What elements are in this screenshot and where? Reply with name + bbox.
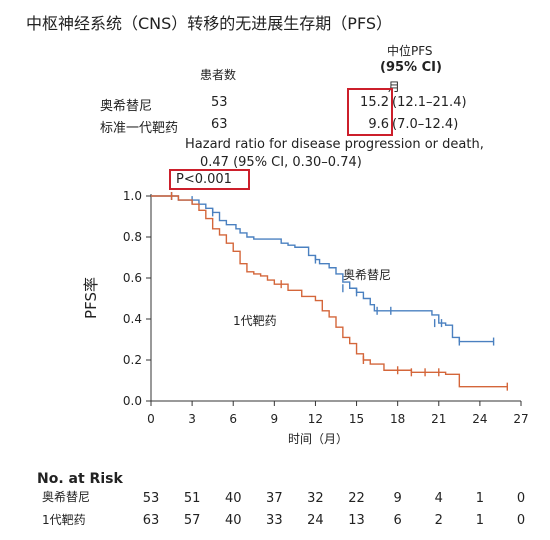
risk-value: 0	[516, 513, 526, 528]
summary-ci-first-gen: (7.0–12.4)	[392, 117, 459, 132]
risk-value: 33	[266, 513, 283, 528]
summary-n-first-gen: 63	[211, 117, 228, 132]
risk-value: 53	[142, 491, 160, 506]
risk-table-header: No. at Risk	[37, 471, 123, 487]
summary-median-first-gen: 9.6	[368, 117, 389, 132]
km-curve-osimertinib	[151, 195, 494, 343]
y-axis-label: PFS率	[82, 277, 100, 319]
y-tick-label: 0.2	[123, 353, 142, 367]
summary-ci-osimertinib: (12.1–21.4)	[392, 95, 467, 110]
risk-label-osimertinib: 奥希替尼	[42, 490, 91, 504]
page-title: 中枢神经系统（CNS）转移的无进展生存期（PFS）	[26, 14, 393, 33]
chart-axes: 0 3 6 9 12 15 18 21 24 27 0.0 0.2 0.4 0.6 0.8 1.0	[123, 189, 529, 426]
risk-value: 0	[516, 491, 526, 506]
x-tick-label: 15	[349, 412, 364, 426]
x-tick-label: 0	[147, 412, 155, 426]
risk-value: 51	[183, 491, 201, 506]
risk-value: 1	[475, 513, 485, 528]
y-tick-label: 0.0	[123, 394, 142, 408]
risk-value: 6	[393, 513, 402, 528]
y-tick-label: 0.6	[123, 271, 142, 285]
risk-value: 9	[393, 491, 402, 506]
risk-value: 1	[475, 491, 485, 506]
risk-value: 4	[434, 491, 443, 506]
p-value: P<0.001	[176, 172, 232, 187]
risk-value: 63	[142, 513, 160, 528]
x-tick-label: 24	[472, 412, 487, 426]
patients-header: 患者数	[200, 68, 237, 82]
hazard-ratio-line1: Hazard ratio for disease progression or …	[185, 137, 484, 152]
median-pfs-header: 中位PFS	[387, 44, 433, 58]
hazard-ratio-line2: 0.47 (95% CI, 0.30–0.74)	[200, 155, 362, 170]
x-tick-label: 27	[513, 412, 528, 426]
ci-header: (95% CI)	[380, 60, 442, 75]
risk-value: 2	[434, 513, 443, 528]
risk-value: 40	[224, 491, 242, 506]
x-tick-label: 3	[188, 412, 196, 426]
x-axis-label: 时间（月）	[288, 432, 348, 446]
x-tick-label: 6	[229, 412, 237, 426]
risk-value: 24	[307, 513, 324, 528]
risk-label-first-gen: 1代靶药	[42, 513, 86, 527]
y-tick-label: 1.0	[123, 189, 142, 203]
summary-median-osimertinib: 15.2	[360, 95, 389, 110]
risk-value: 32	[307, 491, 324, 506]
series-label-first-gen: 1代靶药	[233, 314, 277, 328]
series-label-osimertinib: 奥希替尼	[343, 267, 391, 282]
x-tick-label: 9	[271, 412, 279, 426]
summary-n-osimertinib: 53	[211, 95, 228, 110]
x-tick-label: 21	[431, 412, 446, 426]
risk-value: 22	[348, 491, 365, 506]
summary-group-first-gen: 标准一代靶药	[100, 121, 179, 136]
median-highlight-box	[347, 88, 393, 136]
risk-value: 13	[348, 513, 365, 528]
p-value-highlight-box	[169, 169, 250, 190]
summary-group-osimertinib: 奥希替尼	[100, 99, 153, 114]
chart-series	[151, 192, 508, 391]
risk-value: 57	[183, 513, 201, 528]
y-tick-label: 0.4	[123, 312, 142, 326]
y-tick-label: 0.8	[123, 230, 142, 244]
risk-value: 37	[266, 491, 283, 506]
x-tick-label: 12	[308, 412, 323, 426]
x-tick-label: 18	[390, 412, 405, 426]
km-curve-first-gen	[151, 195, 508, 388]
risk-value: 40	[224, 513, 242, 528]
